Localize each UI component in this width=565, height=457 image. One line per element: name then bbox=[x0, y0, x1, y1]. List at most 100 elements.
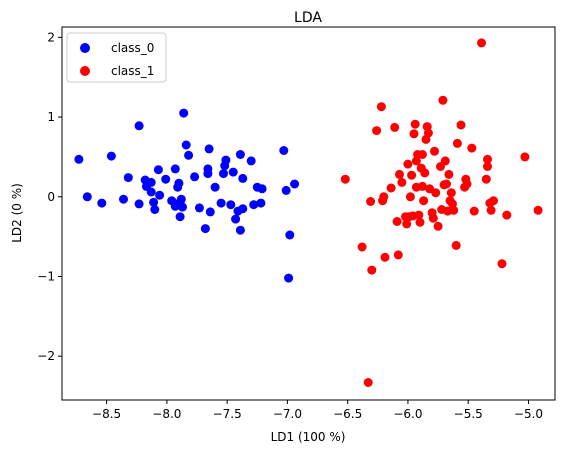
point-class-1-42 bbox=[431, 188, 441, 198]
legend-marker-class-1 bbox=[80, 66, 90, 76]
point-class-1-63 bbox=[469, 206, 479, 216]
point-class-0-38 bbox=[219, 169, 228, 179]
point-class-0-27 bbox=[181, 140, 191, 150]
point-class-0-19 bbox=[170, 164, 180, 174]
point-class-0-1 bbox=[82, 192, 92, 202]
point-class-1-46 bbox=[438, 95, 448, 105]
legend: class_0 class_1 bbox=[66, 32, 167, 83]
point-class-1-15 bbox=[397, 177, 407, 187]
point-class-0-7 bbox=[134, 199, 144, 209]
point-class-1-8 bbox=[379, 192, 389, 202]
point-class-1-71 bbox=[497, 259, 507, 269]
point-class-1-56 bbox=[451, 240, 461, 250]
y-tick-label: 0 bbox=[47, 190, 55, 204]
point-class-0-28 bbox=[184, 150, 194, 160]
point-class-1-10 bbox=[386, 183, 396, 193]
x-axis: −8.5 −8.0 −7.5 −7.0 −6.5 −6.0 −5.5 −5.0 bbox=[92, 400, 543, 421]
legend-box bbox=[66, 32, 167, 83]
point-class-0-57 bbox=[285, 230, 295, 240]
point-class-1-69 bbox=[486, 205, 496, 215]
point-class-1-61 bbox=[462, 179, 472, 189]
point-class-0-3 bbox=[106, 151, 116, 161]
point-class-1-41 bbox=[430, 146, 439, 156]
point-class-1-70 bbox=[489, 196, 498, 206]
y-axis-label: LD2 (0 %) bbox=[10, 183, 24, 243]
point-class-0-13 bbox=[150, 205, 160, 214]
point-class-0-53 bbox=[257, 184, 267, 194]
point-class-0-46 bbox=[235, 150, 245, 159]
point-class-1-23 bbox=[409, 129, 419, 139]
point-class-1-58 bbox=[456, 120, 466, 130]
point-class-1-21 bbox=[407, 170, 417, 180]
point-class-1-24 bbox=[410, 119, 420, 129]
x-tick-label: −5.0 bbox=[514, 407, 543, 421]
point-class-0-24 bbox=[176, 194, 186, 204]
point-class-0-14 bbox=[153, 165, 163, 175]
point-class-0-56 bbox=[284, 273, 294, 283]
y-tick-label: −1 bbox=[37, 269, 55, 283]
point-class-1-49 bbox=[442, 179, 451, 189]
point-class-0-6 bbox=[134, 121, 144, 131]
point-class-0-16 bbox=[161, 174, 171, 184]
point-class-0-30 bbox=[194, 203, 204, 213]
point-class-1-73 bbox=[520, 152, 530, 162]
chart-title: LDA bbox=[294, 10, 322, 26]
point-class-1-5 bbox=[372, 126, 382, 136]
point-class-1-43 bbox=[433, 221, 443, 231]
point-class-1-18 bbox=[403, 159, 413, 169]
legend-label-class-0: class_0 bbox=[111, 41, 154, 55]
x-tick-label: −6.5 bbox=[333, 407, 362, 421]
point-class-1-11 bbox=[390, 122, 400, 132]
point-class-0-2 bbox=[97, 198, 107, 208]
point-class-0-5 bbox=[123, 173, 133, 183]
point-class-0-26 bbox=[179, 108, 189, 118]
point-class-0-29 bbox=[190, 172, 200, 182]
point-class-1-66 bbox=[483, 162, 492, 171]
points-layer bbox=[74, 38, 543, 387]
point-class-1-0 bbox=[340, 174, 350, 184]
point-class-0-10 bbox=[146, 177, 156, 187]
point-class-0-55 bbox=[281, 185, 291, 195]
point-class-0-11 bbox=[146, 187, 156, 197]
point-class-1-48 bbox=[440, 156, 450, 166]
point-class-0-48 bbox=[238, 173, 248, 183]
y-tick-label: 2 bbox=[47, 30, 55, 44]
point-class-0-4 bbox=[119, 194, 128, 204]
point-class-0-22 bbox=[175, 212, 185, 222]
point-class-1-29 bbox=[415, 217, 425, 227]
point-class-1-72 bbox=[502, 210, 512, 220]
point-class-1-74 bbox=[533, 205, 543, 215]
point-class-0-31 bbox=[200, 224, 210, 234]
point-class-1-34 bbox=[420, 168, 430, 178]
point-class-0-50 bbox=[249, 200, 259, 210]
point-class-1-12 bbox=[392, 217, 402, 226]
legend-marker-class-0 bbox=[80, 43, 90, 53]
point-class-0-21 bbox=[174, 178, 184, 188]
point-class-0-12 bbox=[149, 197, 159, 207]
point-class-1-67 bbox=[483, 154, 492, 164]
point-class-1-51 bbox=[444, 169, 454, 179]
point-class-1-62 bbox=[467, 143, 477, 153]
point-class-1-32 bbox=[417, 150, 427, 159]
point-class-0-41 bbox=[226, 200, 236, 210]
point-class-0-37 bbox=[216, 198, 226, 208]
point-class-0-58 bbox=[290, 179, 300, 189]
point-class-1-64 bbox=[477, 38, 486, 48]
plot-area-frame bbox=[61, 26, 556, 401]
point-class-1-17 bbox=[402, 219, 412, 229]
x-tick-label: −6.0 bbox=[393, 407, 422, 421]
point-class-0-43 bbox=[231, 214, 241, 224]
point-class-1-3 bbox=[366, 197, 376, 206]
point-class-1-53 bbox=[446, 188, 456, 198]
y-tick-label: 1 bbox=[47, 110, 55, 124]
point-class-0-36 bbox=[210, 182, 220, 192]
point-class-1-14 bbox=[395, 169, 404, 179]
point-class-1-6 bbox=[376, 102, 386, 112]
point-class-0-15 bbox=[155, 190, 165, 200]
point-class-1-28 bbox=[414, 210, 424, 220]
point-class-1-31 bbox=[417, 181, 427, 191]
point-class-0-47 bbox=[238, 204, 248, 214]
y-tick-label: −2 bbox=[37, 349, 55, 363]
point-class-0-25 bbox=[178, 202, 187, 212]
